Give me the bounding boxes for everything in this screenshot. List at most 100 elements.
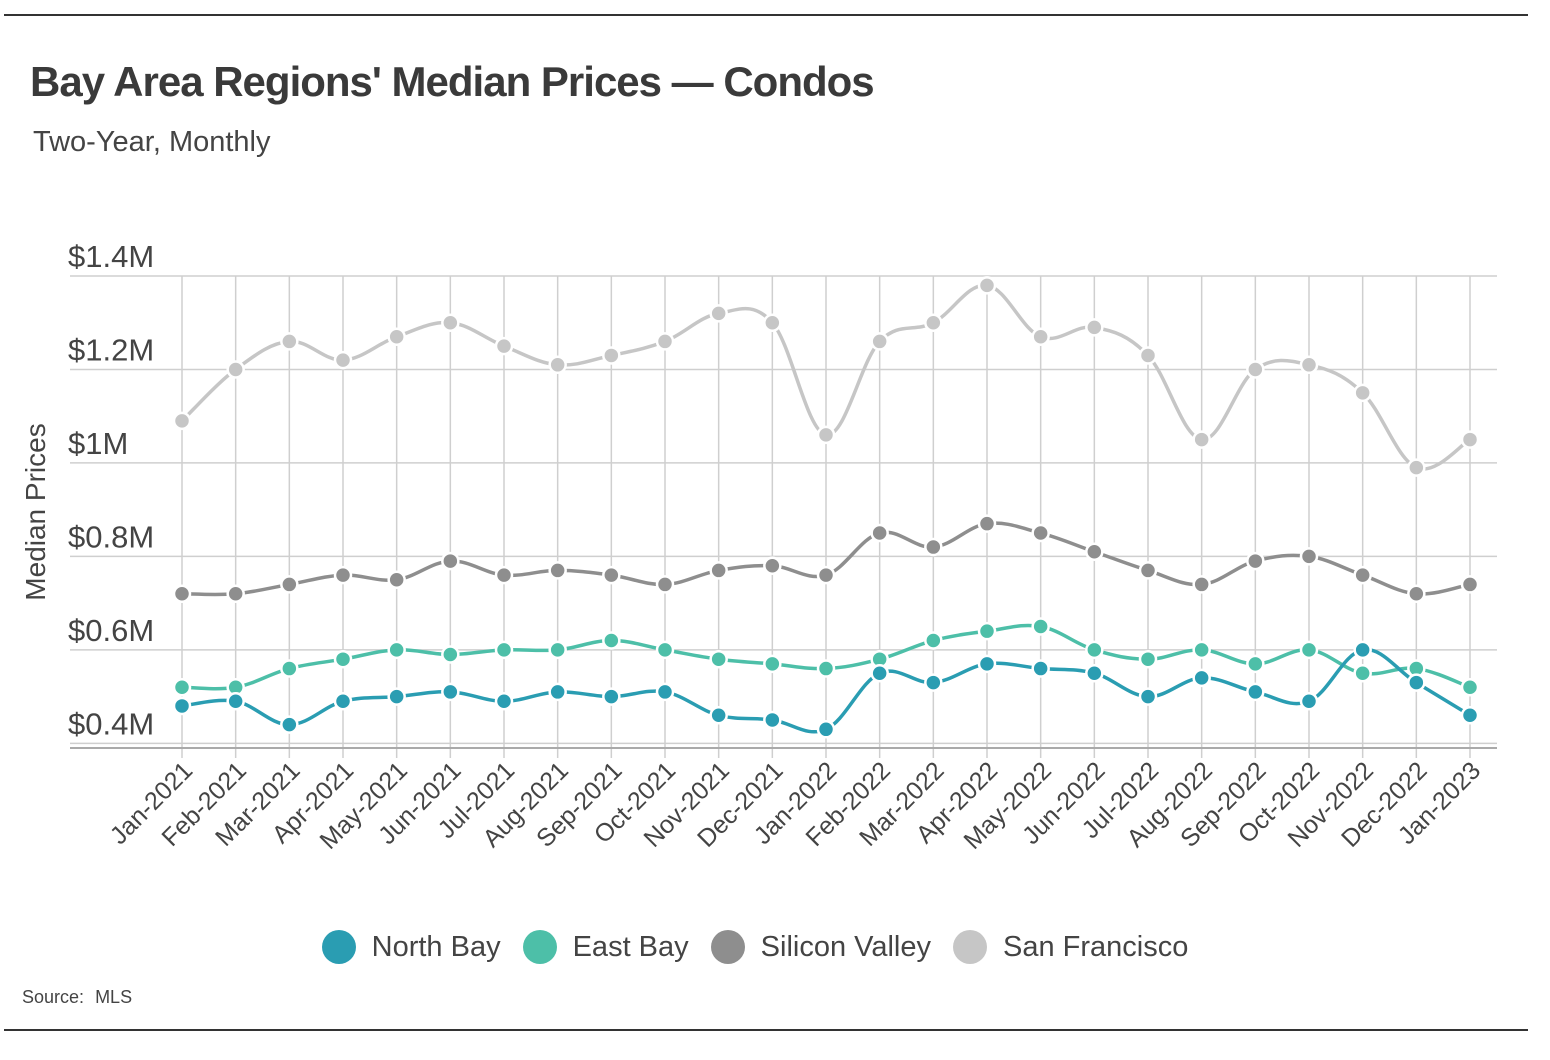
point-north-bay-jul-2021[interactable]	[494, 692, 514, 711]
point-san-francisco-jan-2021[interactable]	[172, 411, 192, 431]
point-silicon-valley-mar-2021[interactable]	[280, 575, 299, 594]
point-east-bay-apr-2021[interactable]	[333, 649, 353, 669]
point-silicon-valley-apr-2021[interactable]	[333, 565, 353, 585]
point-north-bay-jan-2023[interactable]	[1460, 706, 1480, 725]
point-north-bay-jan-2021[interactable]	[172, 696, 192, 716]
point-east-bay-aug-2022[interactable]	[1192, 640, 1211, 660]
point-north-bay-oct-2021[interactable]	[655, 682, 675, 702]
point-silicon-valley-jul-2022[interactable]	[1138, 561, 1158, 580]
point-san-francisco-nov-2021[interactable]	[709, 304, 728, 323]
point-san-francisco-apr-2022[interactable]	[977, 276, 997, 295]
point-san-francisco-aug-2022[interactable]	[1192, 430, 1211, 449]
point-silicon-valley-dec-2021[interactable]	[763, 556, 782, 575]
point-san-francisco-dec-2021[interactable]	[763, 313, 782, 332]
point-silicon-valley-feb-2021[interactable]	[226, 584, 245, 604]
point-east-bay-jun-2021[interactable]	[441, 645, 460, 664]
point-silicon-valley-jan-2022[interactable]	[816, 565, 836, 585]
point-san-francisco-feb-2021[interactable]	[226, 360, 245, 379]
point-east-bay-jan-2023[interactable]	[1460, 677, 1480, 697]
point-silicon-valley-jun-2021[interactable]	[441, 551, 460, 571]
point-east-bay-dec-2021[interactable]	[763, 654, 782, 674]
point-east-bay-jul-2022[interactable]	[1138, 649, 1158, 669]
point-san-francisco-nov-2022[interactable]	[1353, 383, 1372, 403]
point-silicon-valley-jan-2021[interactable]	[172, 584, 192, 604]
point-silicon-valley-may-2021[interactable]	[387, 570, 406, 590]
point-east-bay-mar-2022[interactable]	[924, 631, 943, 650]
point-north-bay-feb-2022[interactable]	[870, 663, 889, 683]
point-north-bay-aug-2021[interactable]	[548, 682, 567, 702]
point-north-bay-nov-2022[interactable]	[1353, 640, 1372, 660]
point-north-bay-may-2022[interactable]	[1031, 659, 1050, 678]
point-north-bay-sep-2022[interactable]	[1246, 682, 1265, 702]
legend-item-north-bay[interactable]: North Bay	[321, 930, 501, 964]
point-north-bay-feb-2021[interactable]	[226, 692, 245, 711]
point-san-francisco-sep-2021[interactable]	[602, 346, 621, 365]
point-silicon-valley-oct-2022[interactable]	[1299, 547, 1319, 566]
point-san-francisco-sep-2022[interactable]	[1246, 360, 1265, 379]
point-san-francisco-jun-2022[interactable]	[1085, 318, 1104, 337]
point-san-francisco-aug-2021[interactable]	[548, 355, 567, 375]
point-east-bay-sep-2021[interactable]	[602, 631, 621, 650]
legend-item-east-bay[interactable]: East Bay	[522, 930, 689, 964]
point-silicon-valley-mar-2022[interactable]	[924, 537, 943, 557]
point-san-francisco-may-2022[interactable]	[1031, 327, 1050, 347]
point-san-francisco-mar-2022[interactable]	[924, 313, 943, 332]
point-silicon-valley-oct-2021[interactable]	[655, 575, 675, 594]
point-north-bay-dec-2021[interactable]	[763, 710, 782, 730]
point-san-francisco-jul-2021[interactable]	[494, 336, 514, 356]
point-east-bay-jun-2022[interactable]	[1085, 640, 1104, 660]
point-silicon-valley-may-2022[interactable]	[1031, 523, 1050, 543]
point-silicon-valley-jul-2021[interactable]	[494, 565, 514, 585]
point-silicon-valley-nov-2021[interactable]	[709, 561, 728, 580]
point-san-francisco-may-2021[interactable]	[387, 327, 406, 347]
point-silicon-valley-aug-2021[interactable]	[548, 561, 567, 580]
point-east-bay-jan-2021[interactable]	[172, 677, 192, 697]
point-north-bay-jun-2022[interactable]	[1085, 663, 1104, 683]
legend-item-san-francisco[interactable]: San Francisco	[952, 930, 1188, 964]
point-east-bay-mar-2021[interactable]	[280, 659, 299, 678]
point-north-bay-nov-2021[interactable]	[709, 706, 728, 725]
point-north-bay-jan-2022[interactable]	[816, 720, 836, 739]
point-san-francisco-oct-2021[interactable]	[655, 332, 675, 351]
point-east-bay-may-2022[interactable]	[1031, 617, 1050, 636]
point-silicon-valley-nov-2022[interactable]	[1353, 565, 1372, 585]
point-north-bay-sep-2021[interactable]	[602, 687, 621, 706]
point-east-bay-oct-2021[interactable]	[655, 640, 675, 660]
point-north-bay-apr-2021[interactable]	[333, 692, 353, 711]
point-silicon-valley-apr-2022[interactable]	[977, 514, 997, 533]
point-east-bay-sep-2022[interactable]	[1246, 654, 1265, 674]
point-san-francisco-mar-2021[interactable]	[280, 332, 299, 351]
point-san-francisco-jan-2022[interactable]	[816, 425, 836, 445]
point-silicon-valley-jan-2023[interactable]	[1460, 575, 1480, 594]
point-san-francisco-dec-2022[interactable]	[1407, 458, 1426, 477]
point-north-bay-jul-2022[interactable]	[1138, 687, 1158, 706]
point-san-francisco-apr-2021[interactable]	[333, 350, 353, 370]
point-north-bay-oct-2022[interactable]	[1299, 692, 1319, 711]
point-east-bay-may-2021[interactable]	[387, 640, 406, 660]
point-east-bay-apr-2022[interactable]	[977, 621, 997, 641]
point-san-francisco-jul-2022[interactable]	[1138, 346, 1158, 365]
point-san-francisco-feb-2022[interactable]	[870, 332, 889, 351]
point-east-bay-oct-2022[interactable]	[1299, 640, 1319, 660]
point-silicon-valley-sep-2021[interactable]	[602, 565, 621, 585]
point-north-bay-may-2021[interactable]	[387, 687, 406, 706]
point-san-francisco-jun-2021[interactable]	[441, 313, 460, 332]
point-silicon-valley-dec-2022[interactable]	[1407, 584, 1426, 604]
point-north-bay-mar-2022[interactable]	[924, 673, 943, 692]
point-north-bay-dec-2022[interactable]	[1407, 673, 1426, 692]
point-san-francisco-oct-2022[interactable]	[1299, 355, 1319, 375]
point-east-bay-aug-2021[interactable]	[548, 640, 567, 660]
point-east-bay-nov-2021[interactable]	[709, 649, 728, 669]
point-north-bay-jun-2021[interactable]	[441, 682, 460, 702]
point-north-bay-apr-2022[interactable]	[977, 654, 997, 674]
point-east-bay-jan-2022[interactable]	[816, 659, 836, 678]
point-east-bay-jul-2021[interactable]	[494, 640, 514, 660]
point-north-bay-mar-2021[interactable]	[280, 715, 299, 734]
point-silicon-valley-feb-2022[interactable]	[870, 523, 889, 543]
point-san-francisco-jan-2023[interactable]	[1460, 430, 1480, 449]
point-north-bay-aug-2022[interactable]	[1192, 668, 1211, 688]
point-silicon-valley-jun-2022[interactable]	[1085, 542, 1104, 561]
point-silicon-valley-sep-2022[interactable]	[1246, 551, 1265, 571]
legend-item-silicon-valley[interactable]: Silicon Valley	[710, 930, 931, 964]
point-east-bay-nov-2022[interactable]	[1353, 663, 1372, 683]
